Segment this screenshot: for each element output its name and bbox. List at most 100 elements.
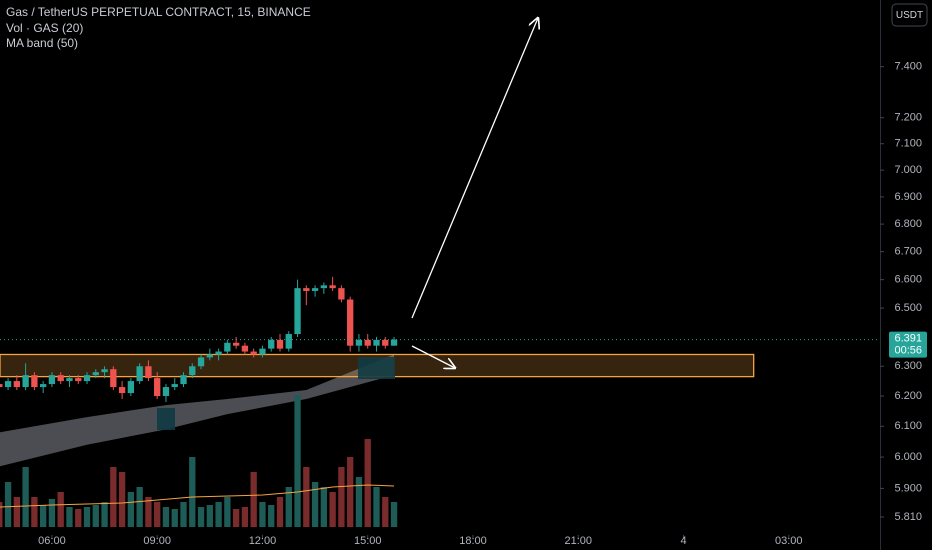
candle-body xyxy=(162,387,170,397)
volume-bar xyxy=(338,467,345,527)
volume-bar xyxy=(118,472,126,527)
x-tick-label: 21:00 xyxy=(564,535,592,547)
volume-bar xyxy=(294,395,301,527)
candle-body xyxy=(347,299,354,346)
volume-bar xyxy=(4,482,12,527)
volume-bar xyxy=(127,492,135,527)
candle-body xyxy=(268,339,275,349)
candle-body xyxy=(206,354,213,358)
volume-bar xyxy=(31,497,38,527)
x-tick-label: 15:00 xyxy=(354,535,382,547)
y-tick-label: 7.100 xyxy=(894,138,922,150)
candle-body xyxy=(13,381,20,388)
candle-body xyxy=(22,375,29,388)
volume-bar xyxy=(268,505,275,527)
indicator-label: Vol · GAS (20) xyxy=(6,21,83,35)
y-tick-label: 6.700 xyxy=(894,246,922,258)
candle-body xyxy=(294,288,301,335)
y-tick-label: 7.200 xyxy=(894,112,922,124)
candle-body xyxy=(127,381,135,394)
candle-body xyxy=(338,288,345,300)
volume-bar xyxy=(145,497,152,527)
candle-body xyxy=(355,339,363,346)
candle-body xyxy=(320,285,328,289)
volume-bar xyxy=(232,509,240,527)
currency-label[interactable]: USDT xyxy=(896,10,923,21)
volume-bar xyxy=(83,507,91,527)
candle-body xyxy=(0,384,3,388)
volume-bar xyxy=(285,487,292,527)
volume-bar xyxy=(364,439,371,527)
volume-bar xyxy=(75,509,82,527)
x-tick-label: 12:00 xyxy=(249,535,277,547)
last-price-tag xyxy=(889,331,927,358)
candle-body xyxy=(118,387,126,394)
candle-body xyxy=(40,384,47,388)
volume-bar xyxy=(101,502,108,527)
candle-body xyxy=(83,375,91,382)
candle-body xyxy=(259,348,266,355)
volume-bar xyxy=(224,497,231,527)
candle-body xyxy=(145,366,152,379)
candle-body xyxy=(224,342,231,352)
candle-body xyxy=(373,339,380,346)
candle-body xyxy=(136,366,143,382)
candle-body xyxy=(189,366,196,376)
x-tick-label: 09:00 xyxy=(143,535,171,547)
candle-body xyxy=(75,378,82,382)
volume-bar xyxy=(355,477,363,527)
candle-body xyxy=(110,369,117,388)
arrow-up xyxy=(411,18,538,319)
band-highlight xyxy=(358,357,395,379)
volume-bar xyxy=(197,507,205,527)
y-tick-label: 6.100 xyxy=(894,420,922,432)
chart-title: Gas / TetherUS PERPETUAL CONTRACT, 15, B… xyxy=(6,5,311,19)
volume-bar xyxy=(92,505,99,527)
volume-bar xyxy=(189,457,196,527)
candle-body xyxy=(215,351,222,355)
volume-bar xyxy=(250,472,257,527)
y-tick-label: 6.900 xyxy=(894,191,922,203)
candle-body xyxy=(241,345,249,352)
y-tick-label: 6.600 xyxy=(894,274,922,286)
volume-bar xyxy=(276,497,284,527)
candle-body xyxy=(4,381,12,388)
candle-body xyxy=(390,339,398,346)
candle-body xyxy=(66,378,73,382)
volume-bar xyxy=(136,487,143,527)
volume-layer xyxy=(0,395,398,527)
volume-bar xyxy=(162,507,170,527)
arrow-right xyxy=(411,345,455,368)
candle-body xyxy=(285,334,292,349)
x-tick-label: 06:00 xyxy=(38,535,66,547)
candle-body xyxy=(250,351,257,355)
candle-body xyxy=(329,285,336,289)
band-highlight xyxy=(157,408,175,430)
candle-body xyxy=(101,369,108,373)
volume-bar xyxy=(154,502,161,527)
volume-bar xyxy=(390,502,398,527)
volume-bar xyxy=(40,505,47,527)
volume-bar xyxy=(171,509,178,527)
last-price-label: 6.391 xyxy=(894,332,922,344)
volume-bar xyxy=(57,492,64,527)
volume-bar xyxy=(311,482,319,527)
volume-bar xyxy=(110,467,117,527)
volume-bar xyxy=(215,502,222,527)
currency-button[interactable] xyxy=(891,3,928,27)
candle-body xyxy=(154,378,161,397)
y-tick-label: 6.200 xyxy=(894,390,922,402)
y-tick-label: 7.400 xyxy=(894,61,922,73)
volume-bar xyxy=(206,505,213,527)
indicator-label: MA band (50) xyxy=(6,36,78,50)
x-tick-label: 18:00 xyxy=(459,535,487,547)
volume-bar xyxy=(0,502,3,527)
volume-bar xyxy=(22,467,29,527)
y-tick-label: 5.900 xyxy=(894,482,922,494)
candle-body xyxy=(57,375,64,382)
volume-bar xyxy=(259,502,266,527)
volume-bar xyxy=(241,507,249,527)
volume-bar xyxy=(13,497,20,527)
